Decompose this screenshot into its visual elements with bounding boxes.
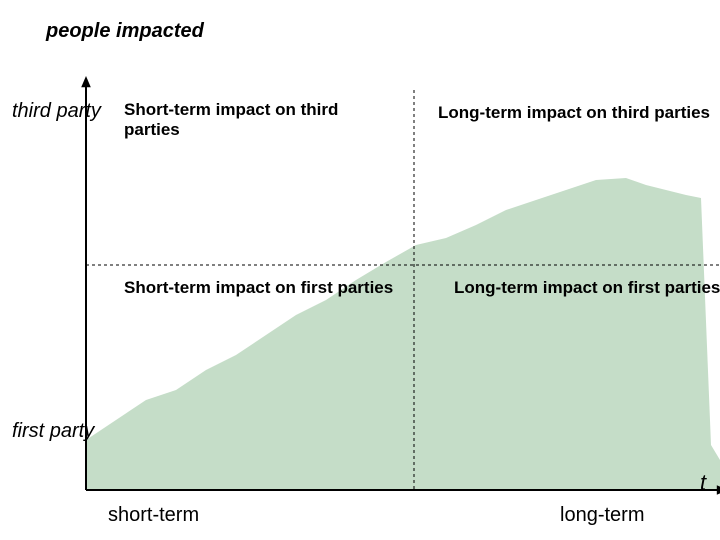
x-tick-short-term: short-term <box>108 504 199 527</box>
quadrant-label-bottom-right: Long-term impact on first parties <box>454 278 720 298</box>
impact-chart-svg <box>0 0 720 540</box>
quadrant-label-top-left: Short-term impact on third parties <box>124 100 354 139</box>
quadrant-label-bottom-left: Short-term impact on first parties <box>124 278 404 298</box>
chart-stage: people impacted third party first party … <box>0 0 720 540</box>
x-tick-long-term: long-term <box>560 504 644 527</box>
y-axis-label-lower: first party <box>12 420 94 443</box>
quadrant-label-top-right: Long-term impact on third parties <box>438 103 718 123</box>
y-axis-label-upper: third party <box>12 100 101 123</box>
x-axis-label-right: t <box>700 470 706 495</box>
chart-title: people impacted <box>46 20 204 43</box>
